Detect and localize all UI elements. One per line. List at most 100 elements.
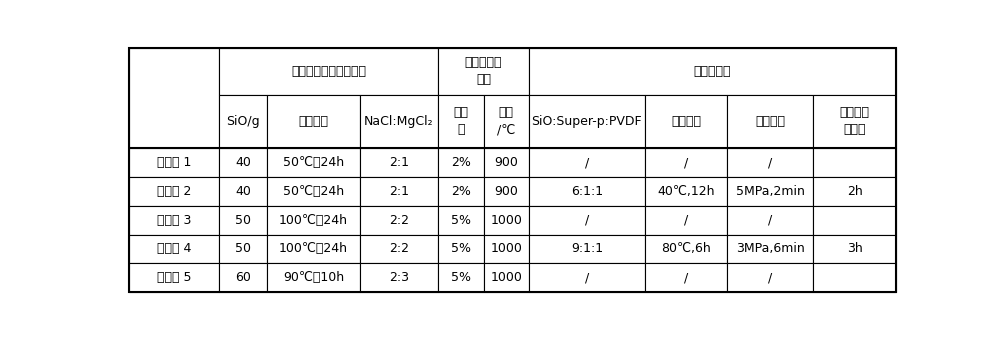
Text: 80℃,6h: 80℃,6h bbox=[661, 242, 711, 255]
Text: 2:1: 2:1 bbox=[389, 156, 409, 169]
Text: 900: 900 bbox=[494, 156, 518, 169]
Text: 实施例 1: 实施例 1 bbox=[157, 156, 191, 169]
Text: /: / bbox=[684, 214, 688, 227]
Bar bbox=[267, 235, 360, 263]
Bar bbox=[129, 206, 219, 235]
Text: 干燥条件: 干燥条件 bbox=[299, 115, 329, 128]
Text: 100℃，24h: 100℃，24h bbox=[279, 214, 348, 227]
Bar bbox=[267, 263, 360, 292]
Text: 900: 900 bbox=[494, 185, 518, 198]
Bar bbox=[129, 177, 219, 206]
Text: /: / bbox=[684, 156, 688, 169]
Bar bbox=[727, 148, 813, 177]
Text: 实施例 4: 实施例 4 bbox=[157, 242, 191, 255]
Text: 40: 40 bbox=[235, 156, 251, 169]
Bar bbox=[438, 148, 484, 177]
Text: 5MPa,2min: 5MPa,2min bbox=[736, 185, 805, 198]
Text: SiO/g: SiO/g bbox=[226, 115, 260, 128]
Bar bbox=[813, 177, 896, 206]
Text: 40℃,12h: 40℃,12h bbox=[657, 185, 715, 198]
Bar bbox=[529, 263, 645, 292]
Bar bbox=[219, 263, 267, 292]
Text: 100℃，24h: 100℃，24h bbox=[279, 242, 348, 255]
Text: 预锂化处理: 预锂化处理 bbox=[694, 65, 731, 78]
Bar bbox=[529, 177, 645, 206]
Bar bbox=[219, 148, 267, 177]
Text: /: / bbox=[768, 271, 772, 284]
Text: 电解液浸
泡时间: 电解液浸 泡时间 bbox=[840, 106, 870, 136]
Bar bbox=[645, 148, 727, 177]
Bar bbox=[645, 263, 727, 292]
Text: 2:2: 2:2 bbox=[389, 242, 409, 255]
Text: 50: 50 bbox=[235, 242, 251, 255]
Bar bbox=[645, 206, 727, 235]
Bar bbox=[727, 263, 813, 292]
Bar bbox=[813, 95, 896, 148]
Bar bbox=[129, 148, 219, 177]
Text: 裂口化硅氧颗粒的制备: 裂口化硅氧颗粒的制备 bbox=[291, 65, 366, 78]
Bar bbox=[438, 48, 529, 95]
Bar bbox=[129, 235, 219, 263]
Text: 6:1:1: 6:1:1 bbox=[571, 185, 603, 198]
Bar bbox=[813, 235, 896, 263]
Bar bbox=[529, 148, 645, 177]
Text: /: / bbox=[585, 271, 589, 284]
Text: /: / bbox=[585, 156, 589, 169]
Text: /: / bbox=[684, 271, 688, 284]
Text: 2%: 2% bbox=[451, 185, 471, 198]
Bar bbox=[727, 206, 813, 235]
Bar bbox=[484, 263, 529, 292]
Text: SiO:Super-p:PVDF: SiO:Super-p:PVDF bbox=[532, 115, 642, 128]
Text: 5%: 5% bbox=[451, 271, 471, 284]
Bar bbox=[219, 177, 267, 206]
Bar bbox=[438, 235, 484, 263]
Bar bbox=[360, 177, 438, 206]
Bar bbox=[484, 206, 529, 235]
Bar bbox=[813, 206, 896, 235]
Bar bbox=[529, 48, 896, 95]
Text: 1000: 1000 bbox=[490, 271, 522, 284]
Bar bbox=[219, 95, 267, 148]
Text: 1000: 1000 bbox=[490, 242, 522, 255]
Text: /: / bbox=[768, 156, 772, 169]
Text: 9:1:1: 9:1:1 bbox=[571, 242, 603, 255]
Bar bbox=[360, 95, 438, 148]
Bar bbox=[813, 148, 896, 177]
Text: /: / bbox=[585, 214, 589, 227]
Bar bbox=[484, 235, 529, 263]
Bar bbox=[813, 263, 896, 292]
Bar bbox=[529, 95, 645, 148]
Bar bbox=[360, 206, 438, 235]
Bar bbox=[529, 206, 645, 235]
Text: 碳包覆处理
条件: 碳包覆处理 条件 bbox=[465, 56, 502, 86]
Text: 5%: 5% bbox=[451, 242, 471, 255]
Text: 1000: 1000 bbox=[490, 214, 522, 227]
Bar bbox=[360, 148, 438, 177]
Text: 2:2: 2:2 bbox=[389, 214, 409, 227]
Text: 实施例 5: 实施例 5 bbox=[157, 271, 191, 284]
Bar bbox=[529, 235, 645, 263]
Bar bbox=[484, 148, 529, 177]
Bar bbox=[267, 177, 360, 206]
Bar bbox=[727, 235, 813, 263]
Text: 实施例 3: 实施例 3 bbox=[157, 214, 191, 227]
Text: /: / bbox=[768, 214, 772, 227]
Bar bbox=[438, 95, 484, 148]
Bar bbox=[438, 206, 484, 235]
Bar bbox=[129, 48, 219, 148]
Bar bbox=[484, 95, 529, 148]
Bar bbox=[129, 263, 219, 292]
Text: 实施例 2: 实施例 2 bbox=[157, 185, 191, 198]
Text: 40: 40 bbox=[235, 185, 251, 198]
Bar bbox=[484, 177, 529, 206]
Text: 包覆
量: 包覆 量 bbox=[453, 106, 468, 136]
Bar bbox=[267, 148, 360, 177]
Text: 90℃，10h: 90℃，10h bbox=[283, 271, 344, 284]
Text: 干燥条件: 干燥条件 bbox=[671, 115, 701, 128]
Bar bbox=[360, 263, 438, 292]
Text: 温度
/℃: 温度 /℃ bbox=[497, 106, 515, 136]
Bar bbox=[645, 235, 727, 263]
Text: 2:3: 2:3 bbox=[389, 271, 409, 284]
Text: 5%: 5% bbox=[451, 214, 471, 227]
Bar bbox=[219, 235, 267, 263]
